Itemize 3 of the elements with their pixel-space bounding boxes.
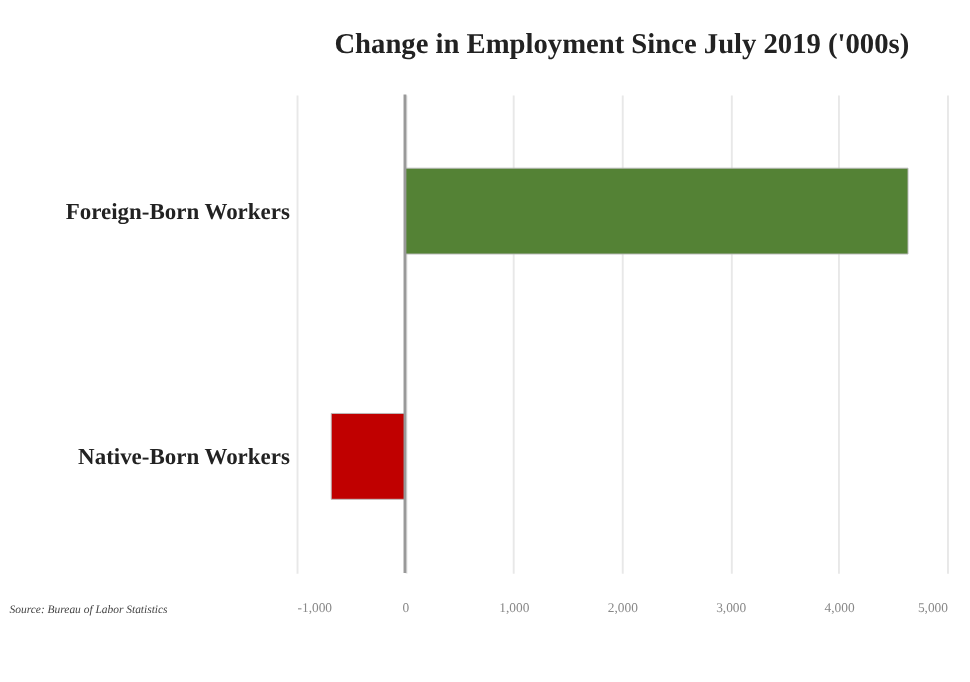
chart-title: Change in Employment Since July 2019 ('000s) xyxy=(334,28,910,61)
y-tick-label: Foreign-Born Workers xyxy=(65,200,291,225)
y-tick-label: Native-Born Workers xyxy=(78,446,291,471)
